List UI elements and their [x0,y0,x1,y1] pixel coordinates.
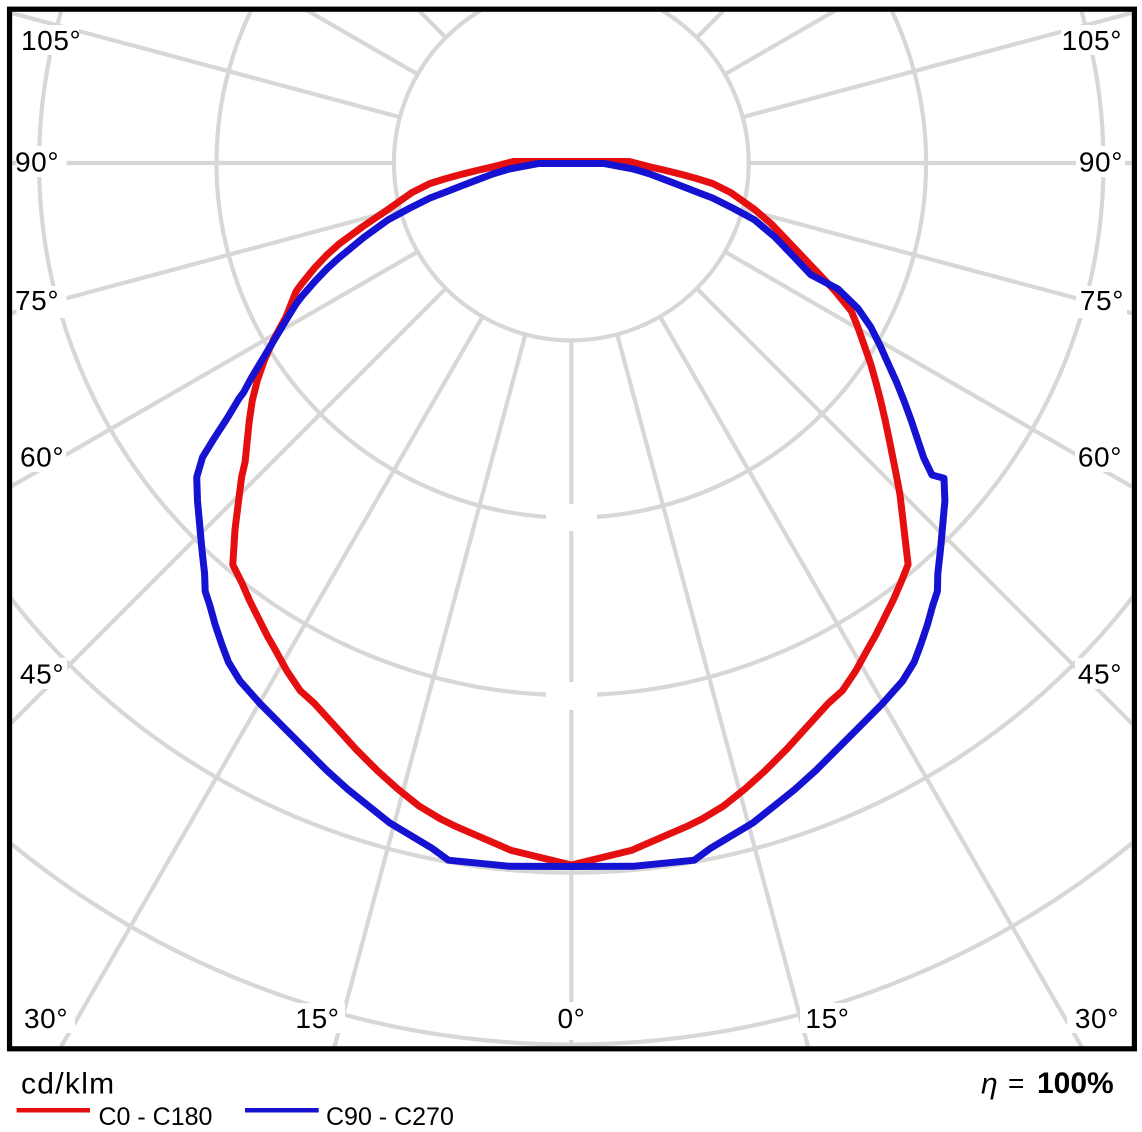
svg-text:0°: 0° [558,1003,586,1034]
svg-text:60°: 60° [1078,442,1122,473]
svg-text:=: = [1008,1068,1024,1099]
svg-text:45°: 45° [20,659,64,690]
svg-text:60°: 60° [20,442,64,473]
svg-text:15°: 15° [805,1003,849,1034]
svg-text:30°: 30° [24,1003,68,1034]
svg-text:η: η [981,1068,998,1101]
svg-text:75°: 75° [1080,285,1124,316]
svg-text:C90 - C270: C90 - C270 [326,1103,454,1131]
svg-text:15°: 15° [295,1003,339,1034]
svg-text:105°: 105° [1062,25,1122,56]
svg-text:105°: 105° [21,25,81,56]
svg-text:cd/klm: cd/klm [21,1068,115,1101]
svg-text:75°: 75° [15,285,59,316]
svg-text:100%: 100% [1037,1067,1114,1100]
svg-text:90°: 90° [15,147,59,178]
svg-text:45°: 45° [1078,659,1122,690]
svg-text:90°: 90° [1079,147,1123,178]
svg-text:C0 - C180: C0 - C180 [99,1103,213,1131]
svg-text:30°: 30° [1075,1003,1119,1034]
